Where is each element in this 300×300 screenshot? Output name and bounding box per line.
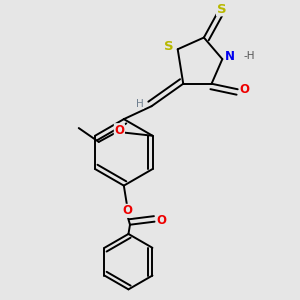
Text: O: O [114, 124, 124, 137]
Text: N: N [225, 50, 235, 62]
Text: S: S [217, 3, 226, 16]
Text: O: O [239, 83, 250, 96]
Text: O: O [122, 204, 132, 218]
Text: -H: -H [243, 51, 255, 61]
Text: O: O [156, 214, 167, 226]
Text: H: H [136, 99, 144, 109]
Text: S: S [164, 40, 174, 53]
